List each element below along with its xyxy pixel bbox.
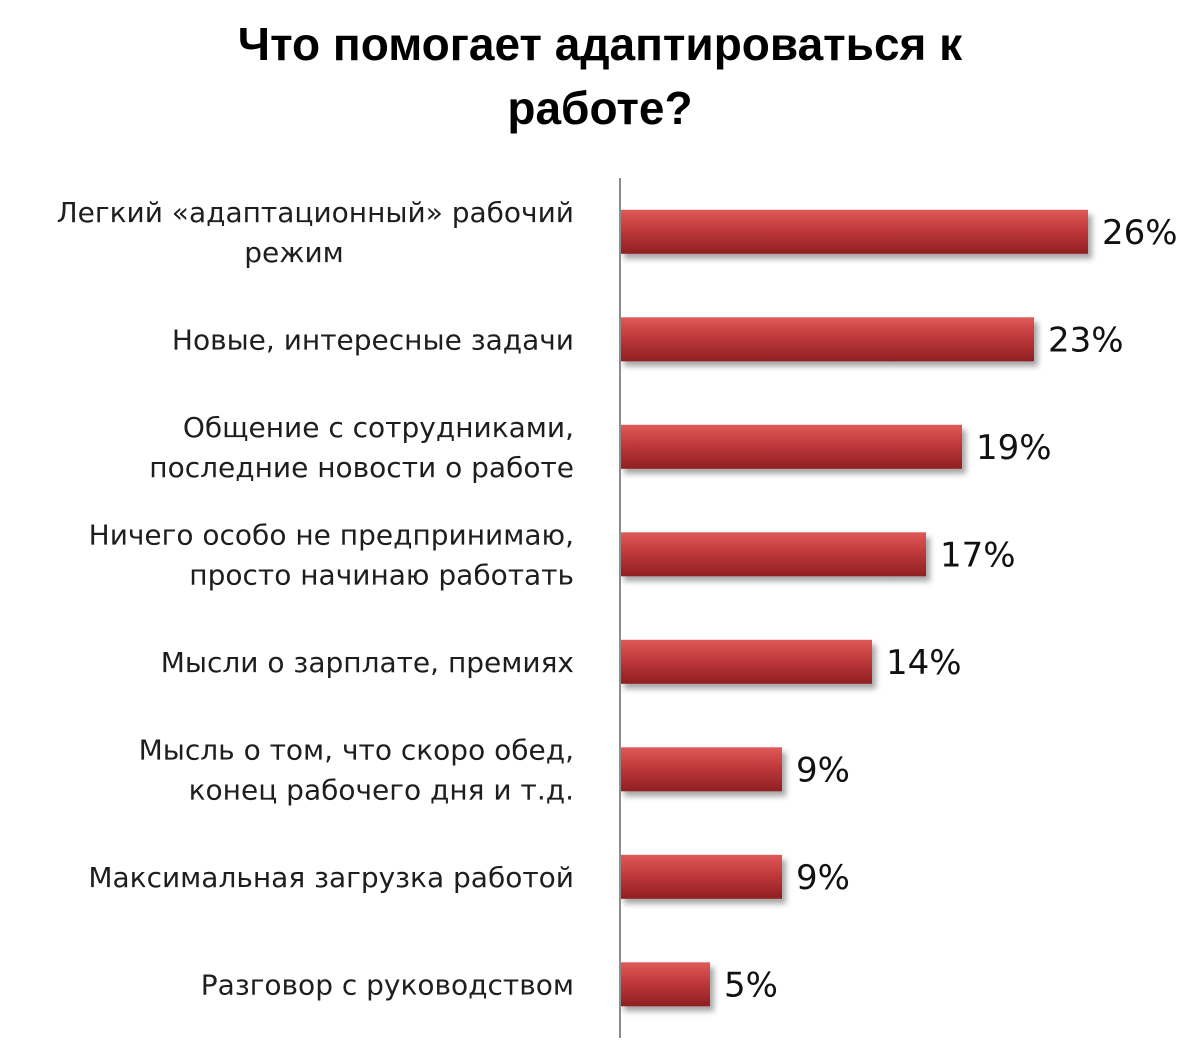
category-label-line: последние новости о работе [149, 451, 574, 484]
category-labels: Легкий «адаптационный» рабочий режим Новые… [57, 196, 574, 1001]
chart-title: Что помогает адаптироваться к работе? [0, 12, 1200, 140]
bar [620, 209, 1088, 254]
category-label-line: Разговор с руководством [201, 968, 574, 1001]
bar [620, 962, 710, 1007]
category-label: Новые, интересные задачи [172, 323, 574, 356]
bar [620, 424, 962, 469]
category-label-line: просто начинаю работать [189, 558, 574, 591]
bar [620, 854, 782, 899]
value-labels: 26% 23% 19% 17% 14% 9% 9% 5% [724, 213, 1178, 1005]
category-label: Легкий «адаптационный» рабочий режим [57, 196, 574, 269]
category-label-line: Мысль о том, что скоро обед, [139, 733, 574, 766]
bar-value-label: 5% [724, 965, 778, 1005]
category-label-line: Ничего особо не предпринимаю, [89, 518, 574, 551]
bar [620, 532, 926, 577]
bar-value-label: 26% [1102, 213, 1178, 253]
category-label: Общение с сотрудниками, последние новости… [149, 411, 574, 484]
category-label: Мысль о том, что скоро обед, конец рабоче… [139, 733, 574, 806]
chart-title-line-2: работе? [507, 82, 693, 134]
bars-layer [620, 209, 1088, 1007]
category-label-line: Новые, интересные задачи [172, 323, 574, 356]
category-label-line: Общение с сотрудниками, [183, 411, 574, 444]
category-label: Разговор с руководством [201, 968, 574, 1001]
category-label-line: Легкий «адаптационный» рабочий [57, 196, 574, 229]
bar-value-label: 9% [796, 750, 850, 790]
bar-value-label: 14% [886, 643, 962, 683]
category-label-line: режим [244, 236, 344, 269]
bar [620, 747, 782, 792]
bar [620, 317, 1034, 362]
category-label-line: Мысли о зарплате, премиях [161, 646, 574, 679]
bar-value-label: 9% [796, 858, 850, 898]
bar-value-label: 17% [940, 535, 1016, 575]
category-label: Максимальная загрузка работой [88, 861, 574, 894]
bar-value-label: 23% [1048, 320, 1124, 360]
chart-title-line-1: Что помогает адаптироваться к [237, 18, 963, 70]
category-label: Мысли о зарплате, премиях [161, 646, 574, 679]
bar [620, 639, 872, 684]
category-label-line: Максимальная загрузка работой [88, 861, 574, 894]
category-label-line: конец рабочего дня и т.д. [189, 773, 574, 806]
category-label: Ничего особо не предпринимаю, просто начи… [89, 518, 574, 591]
bar-value-label: 19% [976, 428, 1052, 468]
